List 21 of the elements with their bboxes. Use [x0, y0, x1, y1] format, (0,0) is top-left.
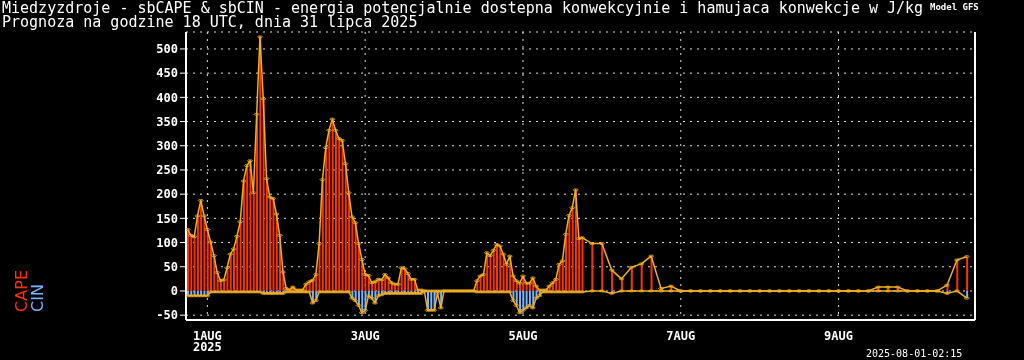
- x-tick-label: 3AUG: [350, 329, 380, 343]
- text: 2025-08-01-02:15: [866, 348, 963, 359]
- y-tick-label: 500: [156, 42, 178, 57]
- x-tick-label: 9AUG: [824, 329, 854, 343]
- y-tick-label: 250: [156, 163, 178, 178]
- y-tick-label: 50: [163, 260, 178, 275]
- y-tick-label: 0: [170, 284, 178, 299]
- y-tick-label: 300: [156, 139, 178, 154]
- y-tick-label: 200: [156, 187, 178, 202]
- y-tick-label: 100: [156, 235, 178, 250]
- x-tick-label: 5AUG: [508, 329, 538, 343]
- x-tick-label: 1AUG 2025: [192, 329, 222, 354]
- text: Model GFS: [930, 2, 979, 12]
- text: CIN: [28, 283, 47, 312]
- y-tick-label: 400: [156, 90, 178, 105]
- y-tick-label: 150: [156, 211, 178, 226]
- text: CAPE: [12, 270, 31, 312]
- y-tick-label: -50: [156, 308, 178, 323]
- y-tick-label: 350: [156, 114, 178, 129]
- y-tick-label: 450: [156, 66, 178, 81]
- x-tick-label: 7AUG: [666, 329, 696, 343]
